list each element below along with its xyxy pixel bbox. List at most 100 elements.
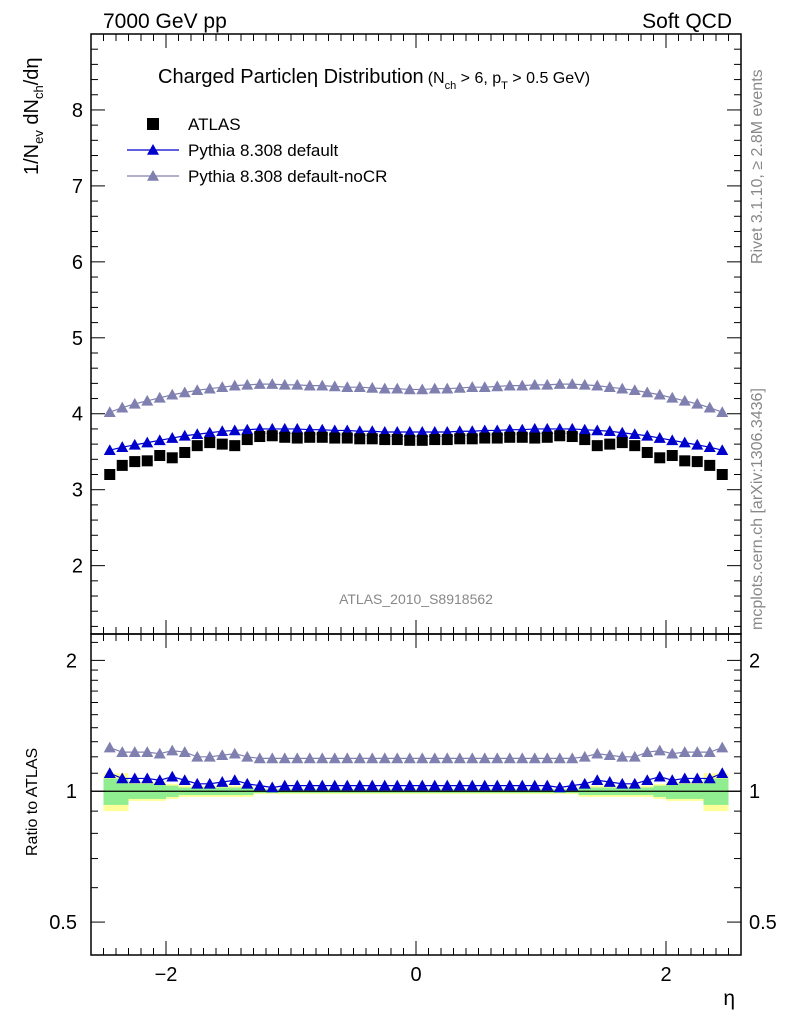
axes: −2 0 2 2 3 4 5 6 7 8 0.5 0.5 1 1 2 2 [49,33,777,986]
ratio-point-default [241,777,254,789]
ratio-point-default-nocr [566,752,579,764]
point-default-nocr [191,384,204,396]
ratio-point-default-nocr [391,752,404,764]
ratio-y-tick-label-left: 2 [66,650,77,672]
legend: ATLAS Pythia 8.308 default Pythia 8.308 de… [127,115,387,186]
point-default-nocr [378,382,391,394]
mcplots-label: mcplots.cern.ch [arXiv:1306.3436] [749,388,766,630]
point-atlas [666,450,678,462]
ratio-point-default [403,779,416,791]
ratio-point-default [641,774,654,786]
point-default [128,438,141,450]
ratio-point-default [516,779,529,791]
point-default-nocr [691,397,704,409]
point-default-nocr [653,388,666,400]
point-default-nocr [666,391,679,403]
ratio-point-default [228,774,241,786]
ratio-point-default-nocr [578,750,591,762]
point-atlas [466,433,478,445]
ratio-point-default [353,779,366,791]
point-atlas [379,434,391,446]
main-y-axis-label: 1/Nev dNch/dη [21,57,46,175]
ratio-point-default [366,779,379,791]
ratio-point-default-nocr [553,752,566,764]
point-atlas [354,433,366,445]
point-atlas [179,446,191,458]
ratio-y-axis-label: Ratio to ATLAS [24,748,41,856]
point-default [616,426,629,438]
legend-marker-atlas [147,118,159,130]
ratio-point-default [666,774,679,786]
ratio-point-default [591,774,604,786]
ratio-y-tick-label-left: 0.5 [49,912,77,934]
point-default-nocr [166,388,179,400]
ratio-point-default-nocr [516,752,529,764]
header-left: 7000 GeV pp [103,10,227,33]
ratio-point-default-nocr [616,750,629,762]
ratio-point-default [441,779,454,791]
ratio-point-default-nocr [291,752,304,764]
point-atlas [429,434,441,446]
ratio-point-default-nocr [441,752,454,764]
point-default-nocr [253,378,266,389]
ratio-point-default-nocr [428,752,441,764]
ratio-point-default-nocr [353,752,366,764]
point-default-nocr [316,379,329,391]
ratio-line-default [109,772,723,789]
point-atlas [241,434,253,446]
point-default-nocr [678,394,691,406]
point-atlas [579,434,591,446]
main-y-tick-label: 5 [72,328,83,350]
point-default-nocr [291,378,304,390]
ratio-point-default-nocr [328,752,341,764]
point-default-nocr [478,381,491,392]
legend-label: ATLAS [188,115,241,134]
point-atlas [704,459,716,471]
ratio-point-default [266,781,279,793]
point-default [691,438,704,450]
ratio-point-default [716,767,729,779]
point-default [228,424,241,436]
main-y-tick-label: 7 [72,176,83,198]
point-atlas [166,452,178,464]
point-atlas [191,440,203,452]
point-default [578,423,591,435]
main-y-tick-label: 4 [72,404,83,426]
point-default [703,441,716,452]
point-default-nocr [391,382,404,394]
ratio-point-default [253,779,266,791]
main-y-tick-label: 3 [72,480,83,502]
ratio-point-default-nocr [416,752,429,764]
ratio-point-default-nocr [403,752,416,764]
point-default-nocr [441,382,454,394]
point-atlas [654,452,666,464]
x-tick-label: −2 [155,964,178,986]
point-default-nocr [578,378,591,390]
chart-title: Charged Particleη Distribution (Nch > 6, … [158,66,590,92]
ratio-point-default [116,772,129,784]
point-default [216,425,229,437]
point-default-nocr [341,381,354,392]
point-atlas [516,431,528,443]
header-right: Soft QCD [642,10,732,33]
point-atlas [679,455,691,467]
ratio-point-default-nocr [453,752,466,764]
ratio-point-default [341,779,354,791]
ratio-point-default [153,774,166,786]
point-default [641,429,654,441]
ratio-point-default [278,779,291,791]
ratio-point-default [703,772,716,784]
point-default-nocr [328,380,341,392]
ratio-line-default-nocr [109,747,723,759]
point-atlas [154,450,166,462]
ratio-point-default-nocr [691,746,704,757]
point-default [716,444,729,456]
point-atlas [541,431,553,443]
ratio-point-default-nocr [103,741,116,753]
ratio-point-default [391,779,404,791]
ratio-point-default-nocr [503,752,516,764]
ratio-point-default-nocr [541,752,554,764]
point-default [278,422,291,434]
legend-label: Pythia 8.308 default-noCR [188,167,387,186]
